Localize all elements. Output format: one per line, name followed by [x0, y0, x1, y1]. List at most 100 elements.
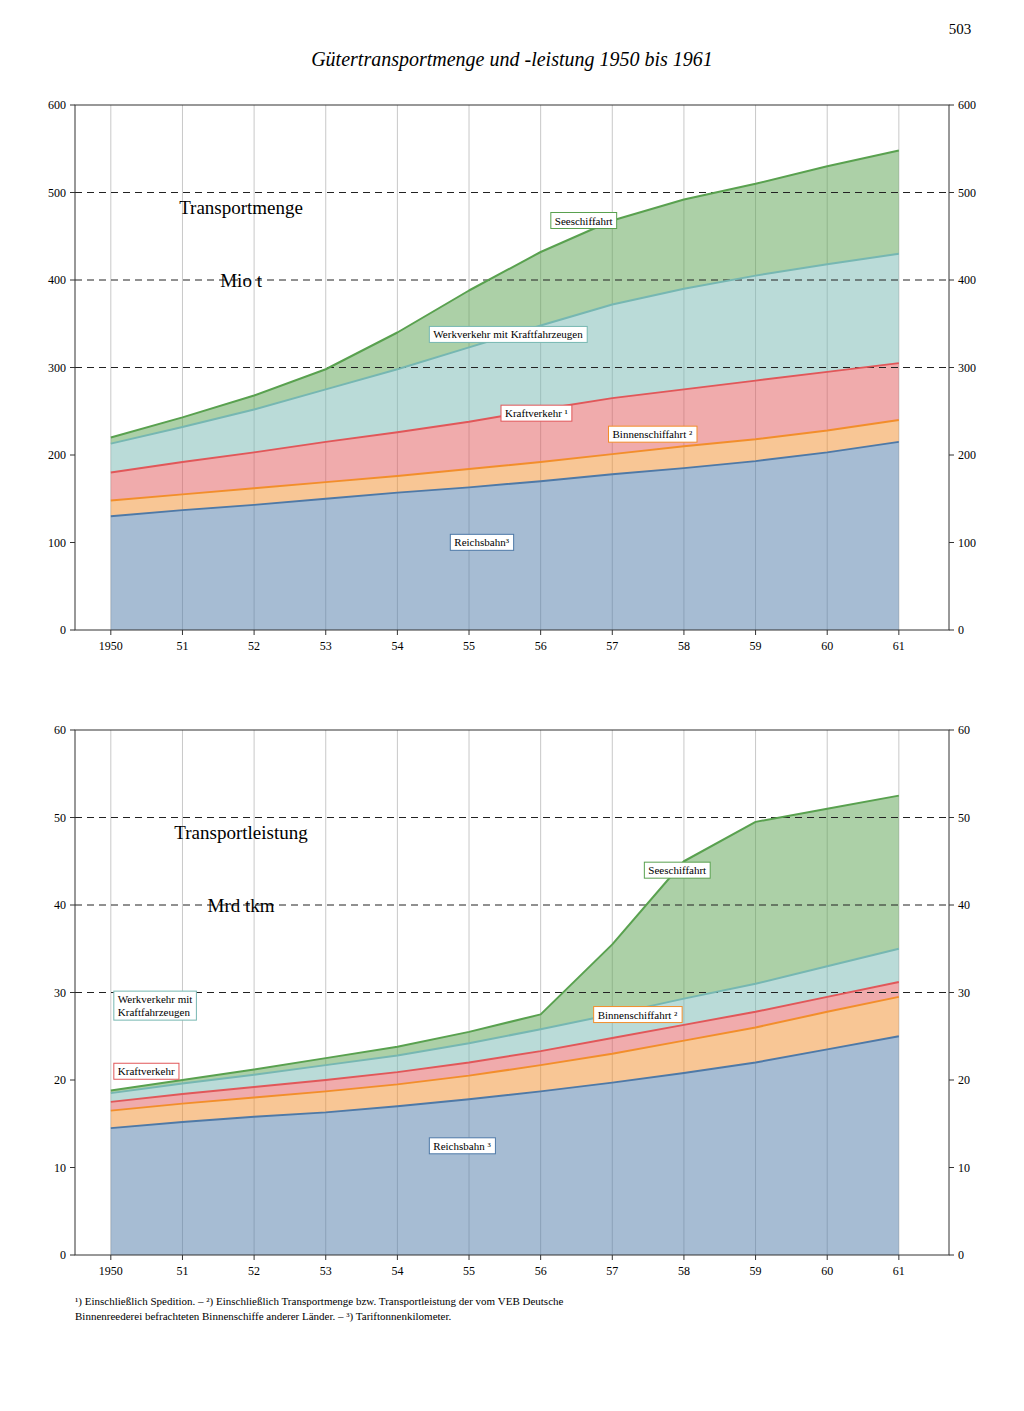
series-line: [111, 982, 899, 1102]
x-tick-label: 58: [678, 639, 690, 653]
y-tick-label-right: 0: [958, 1248, 964, 1262]
x-tick-label: 61: [893, 1264, 905, 1278]
y-tick: [70, 730, 75, 731]
y-tick-label: 60: [54, 723, 66, 737]
x-tick: [325, 1255, 326, 1260]
series-line: [111, 442, 899, 516]
y-tick-label: 40: [54, 898, 66, 912]
y-tick-label: 600: [48, 98, 66, 112]
y-tick-right: [949, 105, 954, 106]
y-tick: [70, 542, 75, 543]
x-tick-label: 51: [176, 1264, 188, 1278]
y-tick-label: 50: [54, 811, 66, 825]
y-tick-label-right: 0: [958, 623, 964, 637]
x-tick: [110, 630, 111, 635]
series-line: [111, 949, 899, 1093]
chart-label: Transportmenge: [179, 196, 303, 217]
x-tick-label: 56: [535, 1264, 547, 1278]
series-name: Kraftverkehr ¹: [505, 407, 568, 419]
series-name: Werkverkehr mit Kraftfahrzeugen: [433, 328, 583, 340]
series-line: [111, 363, 899, 472]
series-name: Binnenschiffahrt ²: [613, 428, 693, 440]
y-tick-right: [949, 280, 954, 281]
y-tick-label: 300: [48, 361, 66, 375]
x-tick: [755, 1255, 756, 1260]
x-tick: [540, 630, 541, 635]
y-tick: [70, 1080, 75, 1081]
y-tick-label-right: 600: [958, 98, 976, 112]
plot-area: [75, 730, 949, 1255]
label-box: [114, 1063, 179, 1079]
label-box: [501, 405, 572, 421]
y-tick: [70, 1255, 75, 1256]
x-tick-label: 57: [606, 1264, 618, 1278]
y-tick-label-right: 40: [958, 898, 970, 912]
x-tick-label: 53: [320, 639, 332, 653]
chart-label: Mrd tkm: [208, 895, 275, 916]
y-tick-label-right: 100: [958, 536, 976, 550]
y-tick-label: 20: [54, 1073, 66, 1087]
series-line: [111, 420, 899, 501]
x-tick: [182, 1255, 183, 1260]
x-tick-label: 57: [606, 639, 618, 653]
chart: 1950515253545556575859606100100100200200…: [48, 98, 976, 653]
x-tick: [683, 1255, 684, 1260]
y-tick-right: [949, 542, 954, 543]
label-box: [609, 426, 697, 442]
y-tick: [70, 630, 75, 631]
label-box: [114, 991, 197, 1020]
chart: 1950515253545556575859606100101020203030…: [54, 723, 970, 1278]
x-tick-label: 58: [678, 1264, 690, 1278]
x-tick-label: 52: [248, 639, 260, 653]
x-tick: [612, 630, 613, 635]
series-label: Kraftverkehr ¹: [501, 405, 572, 421]
y-tick-right: [949, 1080, 954, 1081]
title: Gütertransportmenge und -leistung 1950 b…: [311, 48, 713, 71]
x-tick: [254, 630, 255, 635]
series-line: [111, 796, 899, 1091]
page: 503Gütertransportmenge und -leistung 195…: [0, 0, 1024, 1411]
series-label: Werkverkehr mit Kraftfahrzeugen: [429, 326, 587, 342]
series-name: Seeschiffahrt: [555, 215, 613, 227]
x-tick-label: 52: [248, 1264, 260, 1278]
x-tick-label: 55: [463, 1264, 475, 1278]
x-tick: [540, 1255, 541, 1260]
plot-background: [75, 105, 949, 630]
x-tick: [755, 630, 756, 635]
x-tick-label: 61: [893, 639, 905, 653]
x-tick-label: 1950: [99, 1264, 123, 1278]
y-tick-right: [949, 367, 954, 368]
y-tick-label: 100: [48, 536, 66, 550]
series-label: Reichsbahn ³: [429, 1138, 495, 1154]
y-tick-label: 10: [54, 1161, 66, 1175]
y-tick: [70, 817, 75, 818]
x-tick: [182, 630, 183, 635]
x-tick: [827, 630, 828, 635]
y-tick-right: [949, 992, 954, 993]
x-tick: [325, 630, 326, 635]
y-tick-label-right: 50: [958, 811, 970, 825]
label-box: [429, 326, 587, 342]
x-tick: [898, 630, 899, 635]
series-line: [111, 997, 899, 1111]
x-tick: [898, 1255, 899, 1260]
y-tick-right: [949, 730, 954, 731]
reference-line: [75, 192, 949, 193]
series-label: Binnenschiffahrt ²: [609, 426, 697, 442]
x-tick-label: 54: [391, 1264, 403, 1278]
y-tick-label: 0: [60, 1248, 66, 1262]
reference-line: [75, 992, 949, 993]
y-tick-label-right: 300: [958, 361, 976, 375]
series-name: Reichsbahn³: [454, 536, 509, 548]
x-tick-label: 54: [391, 639, 403, 653]
series-label: Seeschiffahrt: [551, 213, 617, 229]
y-tick-label-right: 20: [958, 1073, 970, 1087]
footnote: ¹) Einschließlich Spedition. – ²) Einsch…: [75, 1295, 564, 1323]
label-box: [644, 862, 710, 878]
y-tick-right: [949, 905, 954, 906]
label-box: [450, 534, 513, 550]
x-tick-label: 59: [750, 1264, 762, 1278]
y-tick-label-right: 10: [958, 1161, 970, 1175]
series-name: Reichsbahn ³: [433, 1140, 491, 1152]
series-label: Reichsbahn³: [450, 534, 513, 550]
